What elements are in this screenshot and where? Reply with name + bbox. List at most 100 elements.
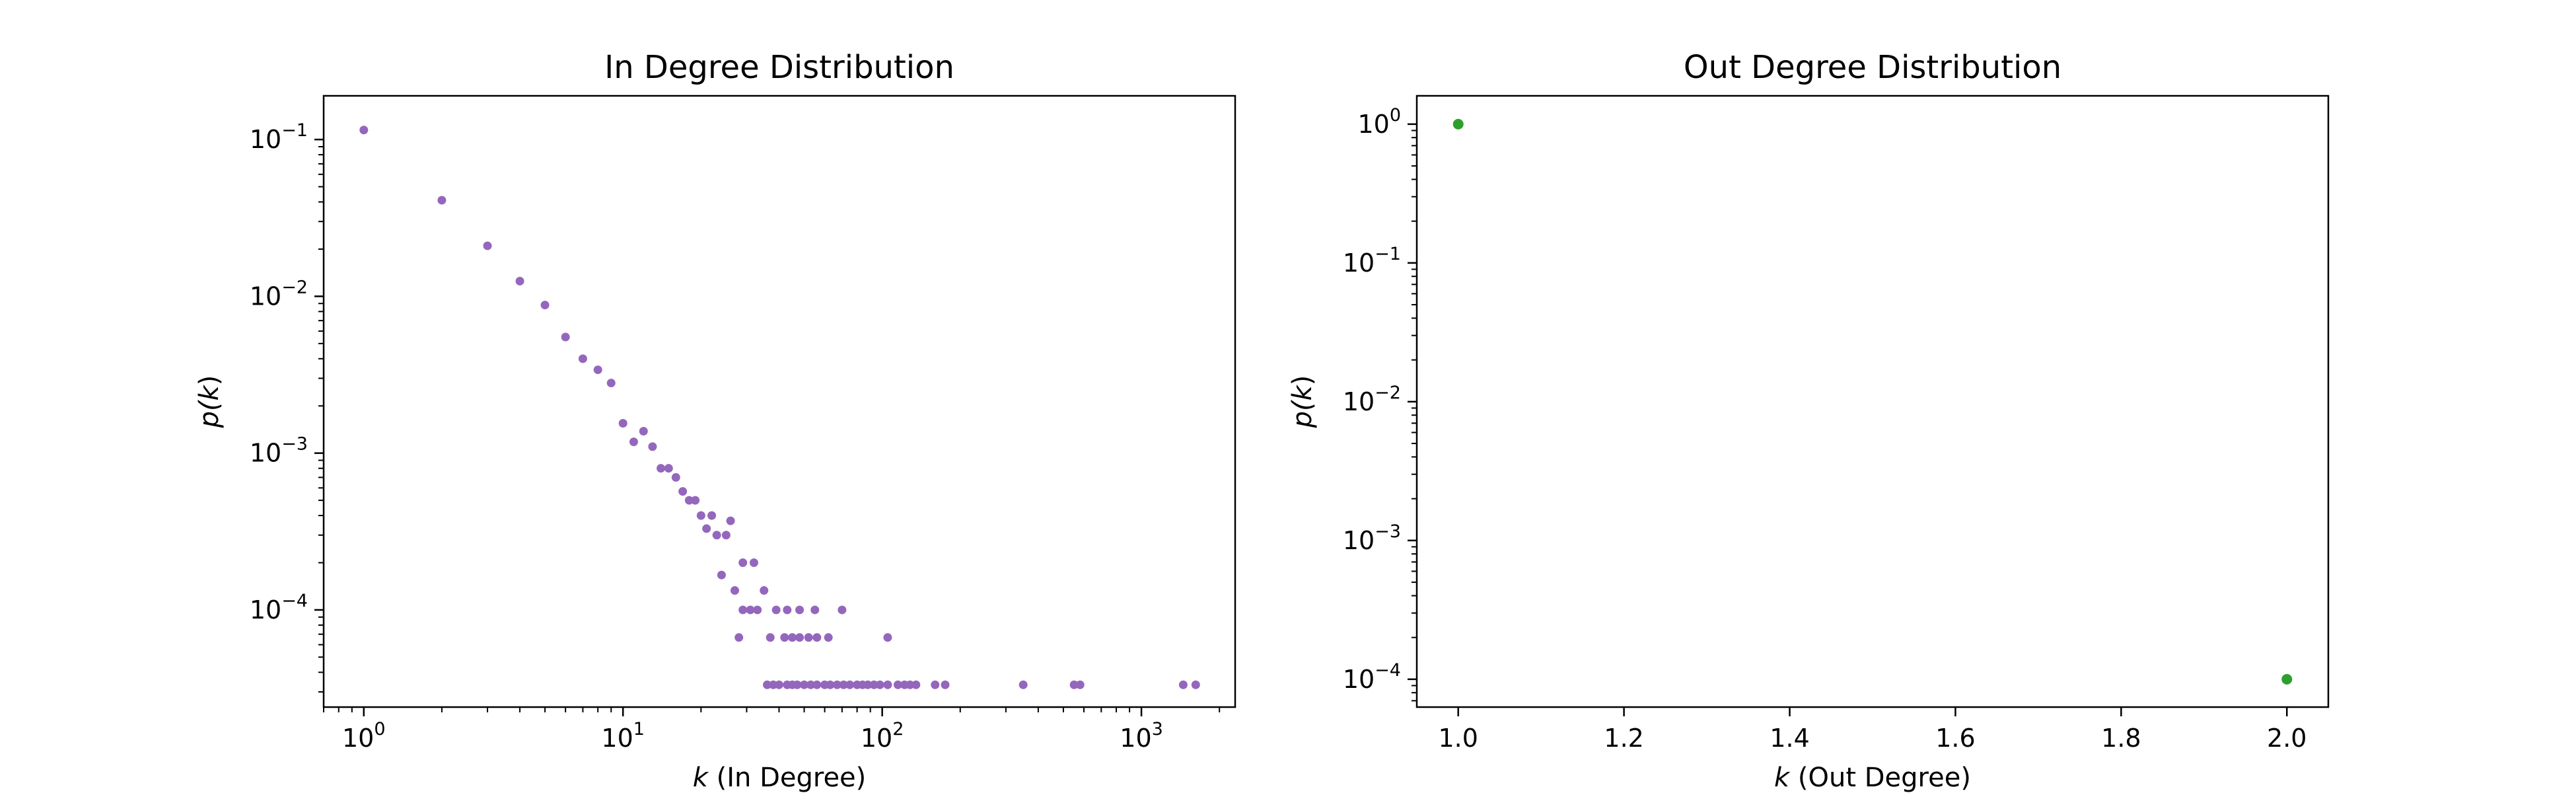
data-point bbox=[774, 680, 783, 689]
data-point bbox=[906, 680, 915, 689]
data-point bbox=[812, 680, 822, 689]
x-tick-label: 102 bbox=[861, 719, 904, 753]
data-point bbox=[766, 633, 775, 642]
data-point bbox=[726, 516, 735, 525]
data-point bbox=[795, 633, 805, 642]
data-point bbox=[941, 680, 950, 689]
y-tick-label: 10−1 bbox=[250, 120, 308, 154]
x-tick-label: 100 bbox=[342, 719, 386, 753]
y-tick-label: 10−2 bbox=[250, 277, 308, 311]
data-point bbox=[540, 301, 550, 310]
data-point bbox=[839, 680, 848, 689]
data-point bbox=[1178, 680, 1188, 689]
data-point bbox=[618, 419, 627, 428]
data-point bbox=[684, 496, 694, 505]
data-point bbox=[696, 511, 705, 520]
y-tick-label: 10−4 bbox=[250, 591, 308, 624]
data-point bbox=[437, 196, 447, 205]
data-point bbox=[826, 680, 835, 689]
data-point bbox=[812, 633, 822, 642]
data-point bbox=[738, 605, 748, 615]
data-point bbox=[788, 633, 797, 642]
data-point bbox=[893, 680, 902, 689]
x-tick-label: 2.0 bbox=[2267, 724, 2307, 753]
data-point bbox=[760, 586, 769, 595]
data-point bbox=[883, 633, 892, 642]
data-point bbox=[678, 487, 688, 496]
data-point bbox=[593, 365, 602, 375]
data-point bbox=[561, 332, 570, 342]
data-point bbox=[734, 633, 744, 642]
y-tick-label: 10−3 bbox=[1343, 521, 1401, 555]
data-point bbox=[1075, 680, 1085, 689]
data-point bbox=[712, 531, 721, 540]
plot-frame bbox=[1415, 94, 2330, 708]
chart-title: Out Degree Distribution bbox=[1684, 49, 2061, 86]
y-tick-label: 100 bbox=[1357, 105, 1401, 139]
data-point bbox=[1019, 680, 1028, 689]
data-point bbox=[795, 605, 805, 615]
data-point bbox=[691, 496, 700, 505]
data-point bbox=[578, 354, 587, 363]
data-point bbox=[707, 511, 717, 520]
data-point bbox=[657, 464, 666, 473]
data-point bbox=[671, 472, 680, 482]
x-tick-label: 1.6 bbox=[1935, 724, 1975, 753]
data-point bbox=[746, 605, 755, 615]
data-point bbox=[824, 633, 833, 642]
x-axis-label: k (Out Degree) bbox=[1774, 763, 1971, 793]
plot-frame bbox=[322, 94, 1236, 708]
data-point bbox=[749, 558, 758, 568]
data-point bbox=[771, 605, 781, 615]
data-point bbox=[639, 426, 648, 435]
data-point bbox=[648, 442, 657, 451]
data-point bbox=[515, 276, 524, 285]
data-point bbox=[863, 680, 873, 689]
data-point bbox=[804, 633, 813, 642]
data-point bbox=[1452, 118, 1464, 130]
data-point bbox=[629, 437, 638, 447]
data-point bbox=[799, 680, 808, 689]
data-point bbox=[664, 464, 673, 473]
data-point bbox=[783, 605, 792, 615]
data-point bbox=[717, 570, 726, 580]
x-tick-label: 1.2 bbox=[1604, 724, 1643, 753]
data-point bbox=[483, 241, 492, 250]
x-tick-label: 1.8 bbox=[2101, 724, 2141, 753]
y-axis-label: p(k) bbox=[194, 375, 225, 429]
data-point bbox=[738, 558, 748, 568]
data-point bbox=[832, 680, 841, 689]
y-axis-label: p(k) bbox=[1287, 375, 1318, 429]
x-tick-label: 101 bbox=[601, 719, 645, 753]
data-point bbox=[702, 524, 711, 533]
x-axis-label: k (In Degree) bbox=[693, 763, 867, 793]
chart-title: In Degree Distribution bbox=[604, 49, 954, 86]
data-point bbox=[763, 680, 772, 689]
data-point bbox=[875, 680, 884, 689]
data-point bbox=[780, 633, 789, 642]
data-point bbox=[1191, 680, 1200, 689]
data-point bbox=[883, 680, 892, 689]
data-point bbox=[606, 379, 616, 388]
chart-panel-out-degree: 1.0 1.2 1.4 1.6 1.8 2.0 100 10−1 10−2 10−3 10−4 Out… bbox=[1287, 49, 2330, 793]
chart-panel-in-degree: 100 101 102 103 10−1 10−2 10−3 10−4 In Degree Di… bbox=[194, 49, 1236, 793]
data-point bbox=[931, 680, 940, 689]
y-tick-label: 10−2 bbox=[1343, 383, 1401, 416]
data-point bbox=[1069, 680, 1079, 689]
data-point bbox=[845, 680, 855, 689]
y-tick-label: 10−3 bbox=[250, 434, 308, 468]
data-point bbox=[806, 680, 815, 689]
data-series bbox=[1452, 118, 2293, 685]
data-point bbox=[793, 680, 802, 689]
data-point bbox=[810, 605, 820, 615]
data-point bbox=[753, 605, 762, 615]
x-tick-label: 1.0 bbox=[1439, 724, 1478, 753]
x-tick-label: 1.4 bbox=[1770, 724, 1809, 753]
data-point bbox=[359, 126, 369, 135]
y-tick-label: 10−4 bbox=[1343, 660, 1401, 694]
data-point bbox=[838, 605, 847, 615]
data-series bbox=[359, 126, 1200, 689]
data-point bbox=[721, 531, 731, 540]
x-tick-label: 103 bbox=[1120, 719, 1163, 753]
